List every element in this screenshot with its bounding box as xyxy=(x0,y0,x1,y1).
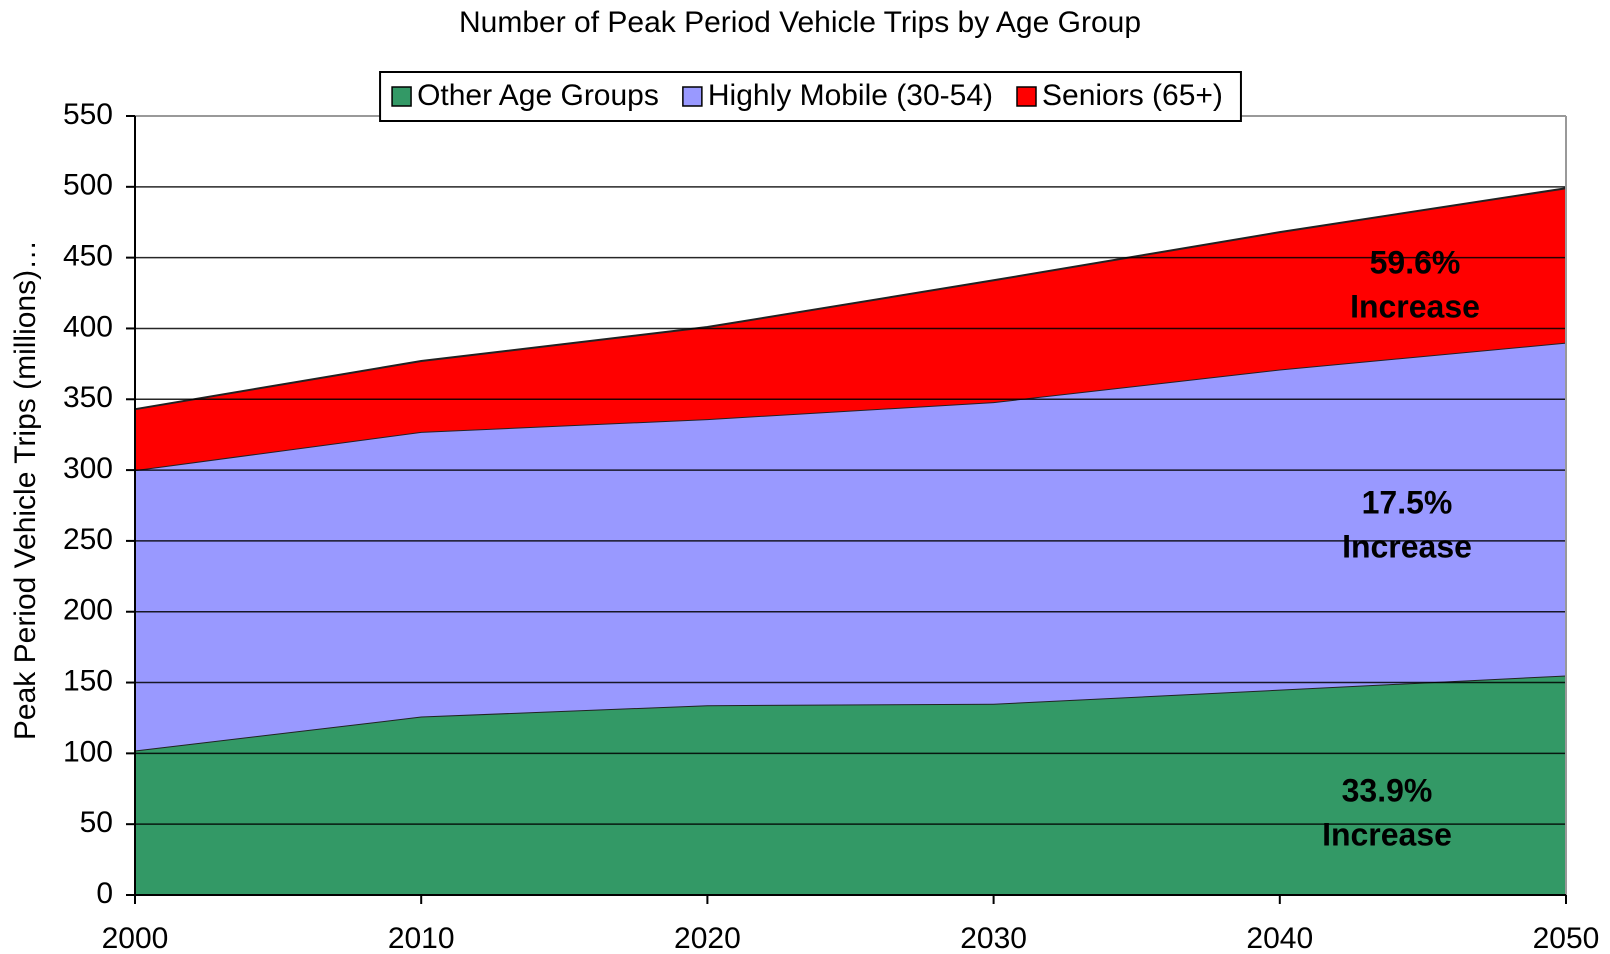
y-tick-label: 150 xyxy=(63,664,113,697)
area xyxy=(135,675,1566,895)
legend-label: Seniors (65+) xyxy=(1042,79,1223,112)
legend-swatch xyxy=(1016,86,1037,107)
x-tick-label: 2000 xyxy=(102,922,169,954)
annotation: 17.5% xyxy=(1362,484,1453,520)
legend-swatch xyxy=(391,86,412,107)
annotation: Increase xyxy=(1350,288,1480,324)
area xyxy=(135,342,1566,751)
area-edge xyxy=(134,187,1567,411)
annotation: Increase xyxy=(1342,528,1472,564)
y-tick-label: 50 xyxy=(80,806,113,839)
legend-label: Highly Mobile (30-54) xyxy=(708,79,993,112)
legend-label: Other Age Groups xyxy=(417,79,659,112)
legend-swatch xyxy=(682,86,703,107)
annotation: Increase xyxy=(1322,816,1452,852)
x-tick-label: 2020 xyxy=(674,922,741,954)
y-tick-label: 300 xyxy=(63,452,113,485)
annotation: 33.9% xyxy=(1342,772,1433,808)
x-tick-label: 2030 xyxy=(960,922,1027,954)
legend-box xyxy=(379,71,1242,122)
x-tick-label: 2010 xyxy=(388,922,455,954)
y-tick-label: 400 xyxy=(63,310,113,343)
y-tick-label: 250 xyxy=(63,523,113,556)
y-tick-label: 100 xyxy=(63,735,113,768)
y-tick-label: 350 xyxy=(63,381,113,414)
y-tick-label: 550 xyxy=(63,98,113,131)
y-tick-label: 450 xyxy=(63,240,113,273)
y-tick-label: 500 xyxy=(63,169,113,202)
x-tick-label: 2040 xyxy=(1246,922,1313,954)
annotation: 59.6% xyxy=(1370,244,1461,280)
chart-title: Number of Peak Period Vehicle Trips by A… xyxy=(459,6,1141,39)
x-tick-label: 2050 xyxy=(1533,922,1600,954)
y-tick-label: 200 xyxy=(63,594,113,627)
legend: Other Age Groups Highly Mobile (30-54) Sen… xyxy=(379,71,1242,122)
y-tick-label: 0 xyxy=(96,877,113,910)
y-axis-label: Peak Period Vehicle Trips (millions)… xyxy=(9,240,42,740)
